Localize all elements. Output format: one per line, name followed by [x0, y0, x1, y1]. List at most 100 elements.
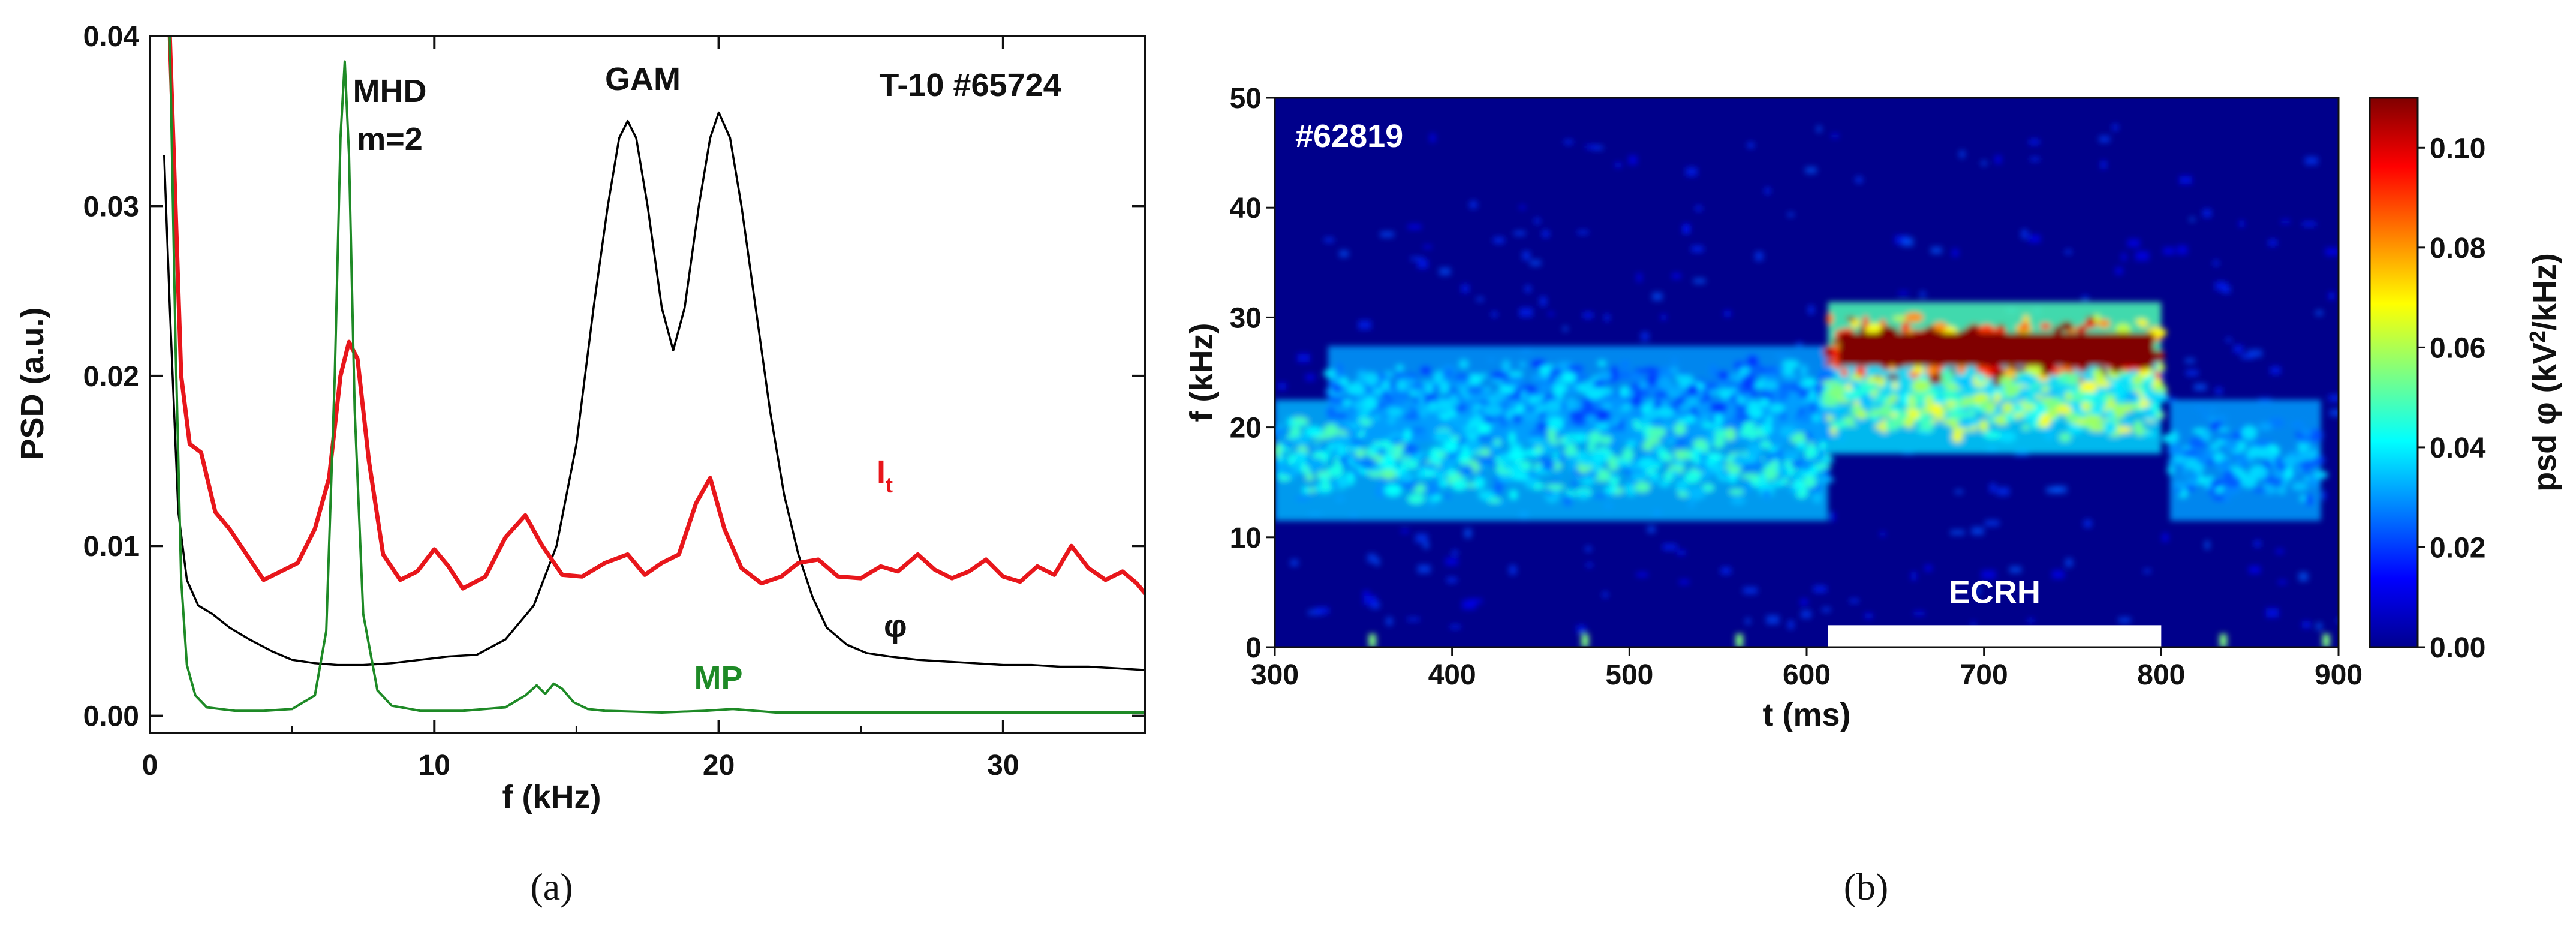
noise-speck — [1576, 625, 1586, 633]
noise-speck — [1813, 585, 1827, 593]
band-speck — [1520, 461, 1532, 471]
band-speck — [1759, 441, 1771, 449]
y-tick-label: 0.01 — [83, 531, 139, 563]
band-speck — [1576, 433, 1588, 442]
noise-speck — [2185, 358, 2195, 363]
band-speck — [1585, 470, 1599, 479]
colorbar-label-end: /kHz) — [2527, 253, 2563, 330]
band-speck — [2018, 374, 2036, 387]
noise-speck — [1796, 341, 1802, 347]
band-speck — [1439, 479, 1449, 488]
band-speck — [1292, 450, 1308, 462]
noise-speck — [2238, 220, 2244, 227]
band-speck — [2180, 450, 2199, 456]
band-speck — [1591, 451, 1609, 464]
band-speck — [1353, 457, 1359, 464]
band-speck — [1708, 424, 1722, 430]
band-speck — [1289, 458, 1295, 464]
band-speck — [2291, 482, 2309, 491]
band-speck — [1740, 376, 1756, 390]
noise-speck — [1745, 618, 1751, 624]
band-speck — [1439, 380, 1450, 395]
noise-speck — [1677, 550, 1686, 555]
noise-speck — [2278, 580, 2286, 584]
y-tick-label: 30 — [1230, 302, 1262, 334]
noise-speck — [2009, 566, 2021, 573]
band-speck — [1476, 423, 1493, 434]
band-speck — [1567, 364, 1585, 373]
y-tick-label: 20 — [1230, 413, 1262, 444]
band-speck — [1945, 401, 1957, 407]
band-speck — [1326, 465, 1344, 477]
noise-speck — [2330, 409, 2339, 417]
band-speck — [1691, 448, 1704, 455]
band-speck — [1451, 479, 1468, 491]
band-speck — [1437, 473, 1446, 479]
x-tick-label: 30 — [987, 750, 1019, 781]
series-line-phi — [162, 111, 1145, 671]
noise-speck — [2202, 209, 2211, 218]
band-speck — [2044, 399, 2062, 408]
shot-label: T-10 #65724 — [879, 67, 1061, 103]
noise-speck — [1452, 550, 1458, 555]
band-speck — [2092, 423, 2106, 429]
band-speck — [1707, 431, 1716, 446]
band-speck — [1998, 431, 2017, 443]
noise-speck — [2268, 239, 2277, 246]
band-speck — [1641, 366, 1660, 374]
band-speck — [1321, 480, 1330, 491]
band-speck — [1866, 376, 1880, 384]
band-speck — [1403, 442, 1419, 456]
band-speck — [1578, 374, 1591, 380]
band-speck — [2223, 491, 2231, 503]
noise-speck — [1959, 150, 1965, 158]
band-speck — [1505, 381, 1519, 387]
band-speck — [1376, 409, 1383, 416]
band-speck — [1793, 479, 1805, 490]
band-speck — [1383, 371, 1394, 377]
band-speck — [1433, 476, 1440, 482]
band-speck — [1557, 450, 1566, 464]
band-speck — [1962, 411, 1976, 417]
band-speck — [1878, 405, 1893, 418]
band-speck — [1460, 468, 1473, 474]
band-speck — [1730, 496, 1746, 505]
band-speck — [1671, 469, 1678, 479]
band-speck — [1443, 493, 1451, 500]
band-speck — [1979, 419, 1989, 432]
band-speck — [1362, 396, 1378, 411]
band-speck — [1714, 411, 1723, 426]
band-speck — [1739, 367, 1751, 374]
y-tick-label: 0.02 — [83, 361, 139, 393]
band-speck — [1509, 490, 1518, 500]
band-speck — [1424, 463, 1437, 470]
band-speck — [1521, 389, 1527, 402]
band-speck — [1400, 480, 1418, 489]
band-speck — [1912, 379, 1931, 393]
band-speck — [1600, 388, 1612, 394]
colorbar-label: psd φ (kV2/kHz) — [2525, 253, 2563, 492]
band-speck — [2205, 446, 2213, 459]
colorbar-label-main: psd φ (kV — [2527, 342, 2563, 492]
noise-speck — [1679, 579, 1689, 585]
noise-speck — [1636, 572, 1648, 577]
band-speck — [2217, 426, 2230, 432]
noise-speck — [1469, 599, 1483, 603]
noise-speck — [1367, 554, 1376, 563]
noise-speck — [1534, 218, 1540, 224]
band-speck — [1348, 446, 1364, 451]
band-speck — [1415, 388, 1424, 395]
band-speck — [1642, 441, 1653, 452]
noise-speck — [1723, 310, 1731, 317]
band-speck — [1452, 381, 1468, 387]
band-speck — [1690, 406, 1697, 415]
noise-speck — [1513, 231, 1525, 236]
band-speck — [2138, 369, 2151, 377]
band-speck — [1448, 416, 1462, 423]
band-speck — [1762, 487, 1771, 500]
band-speck — [1585, 414, 1597, 425]
band-speck — [1756, 364, 1765, 375]
band-speck — [1858, 393, 1874, 408]
noise-speck — [1801, 610, 1811, 618]
noise-speck — [1604, 314, 1610, 322]
